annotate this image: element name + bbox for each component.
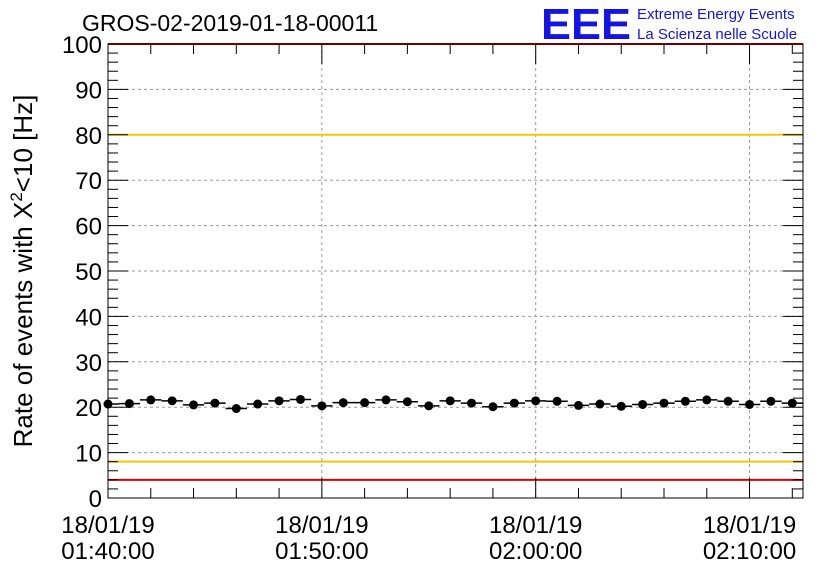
y-tick-labels: 0 10 20 30 40 50 60 70 80 90 100 <box>62 32 102 513</box>
data-point <box>616 401 626 411</box>
x-tick-label-time: 01:50:00 <box>275 538 368 565</box>
data-point <box>381 395 391 405</box>
x-tick-label-date: 18/01/19 <box>61 512 154 539</box>
data-point <box>787 398 797 408</box>
eee-logo: EEE Extreme Energy Events La Scienza nel… <box>541 0 797 49</box>
data-point <box>424 401 434 411</box>
y-tick-label: 50 <box>75 259 102 286</box>
y-tick-label: 0 <box>89 486 102 513</box>
grid-lines <box>108 44 803 498</box>
y-axis-label-sup: 2 <box>7 192 26 201</box>
y-tick-label: 10 <box>75 441 102 468</box>
chart-title: GROS-02-2019-01-18-00011 <box>82 10 378 36</box>
data-point <box>295 394 305 404</box>
x-tick-label-time: 02:00:00 <box>489 538 582 565</box>
x-tick-label-time: 01:40:00 <box>61 538 154 565</box>
data-point <box>445 396 455 406</box>
y-tick-label: 20 <box>75 395 102 422</box>
y-tick-label: 100 <box>62 32 102 59</box>
y-axis-label: Rate of events with X2<10 [Hz] <box>7 95 38 448</box>
data-point <box>509 398 519 408</box>
x-tick-label-date: 18/01/19 <box>275 512 368 539</box>
data-point <box>467 398 477 408</box>
y-tick-label: 70 <box>75 168 102 195</box>
data-point <box>723 396 733 406</box>
data-point <box>595 399 605 409</box>
data-point <box>552 396 562 406</box>
eee-logo-line1: Extreme Energy Events <box>637 6 795 23</box>
x-tick-label-date: 18/01/19 <box>489 512 582 539</box>
data-point <box>360 398 370 408</box>
axis-ticks <box>107 43 803 499</box>
y-tick-label: 60 <box>75 214 102 241</box>
y-axis-label-tail: <10 [Hz] <box>8 95 38 193</box>
data-point <box>124 399 134 409</box>
x-tick-labels: 18/01/1901:40:0018/01/1901:50:0018/01/19… <box>61 512 796 565</box>
data-point <box>210 398 220 408</box>
x-tick-label-date: 18/01/19 <box>703 512 796 539</box>
data-point <box>531 396 541 406</box>
data-point <box>338 398 348 408</box>
data-point <box>745 399 755 409</box>
data-point <box>189 400 199 410</box>
data-point <box>167 396 177 406</box>
y-tick-label: 30 <box>75 350 102 377</box>
data-point <box>573 400 583 410</box>
y-axis-label-main: Rate of events with X <box>8 202 38 448</box>
eee-logo-line2: La Scienza nelle Scuole <box>637 26 797 43</box>
data-point <box>488 402 498 412</box>
reference-lines <box>108 43 803 481</box>
data-point <box>659 398 669 408</box>
data-points <box>103 394 803 414</box>
eee-logo-mark: EEE <box>541 0 631 49</box>
y-tick-label: 40 <box>75 304 102 331</box>
data-point <box>146 395 156 405</box>
data-point <box>402 397 412 407</box>
x-tick-label-time: 02:10:00 <box>703 538 796 565</box>
y-tick-label: 90 <box>75 77 102 104</box>
data-point <box>638 399 648 409</box>
data-point <box>766 396 776 406</box>
data-point <box>253 399 263 409</box>
data-point <box>702 395 712 405</box>
data-point <box>274 396 284 406</box>
data-point <box>680 396 690 406</box>
data-point <box>317 401 327 411</box>
y-tick-label: 80 <box>75 123 102 150</box>
data-point <box>231 404 241 414</box>
data-point <box>103 399 113 409</box>
